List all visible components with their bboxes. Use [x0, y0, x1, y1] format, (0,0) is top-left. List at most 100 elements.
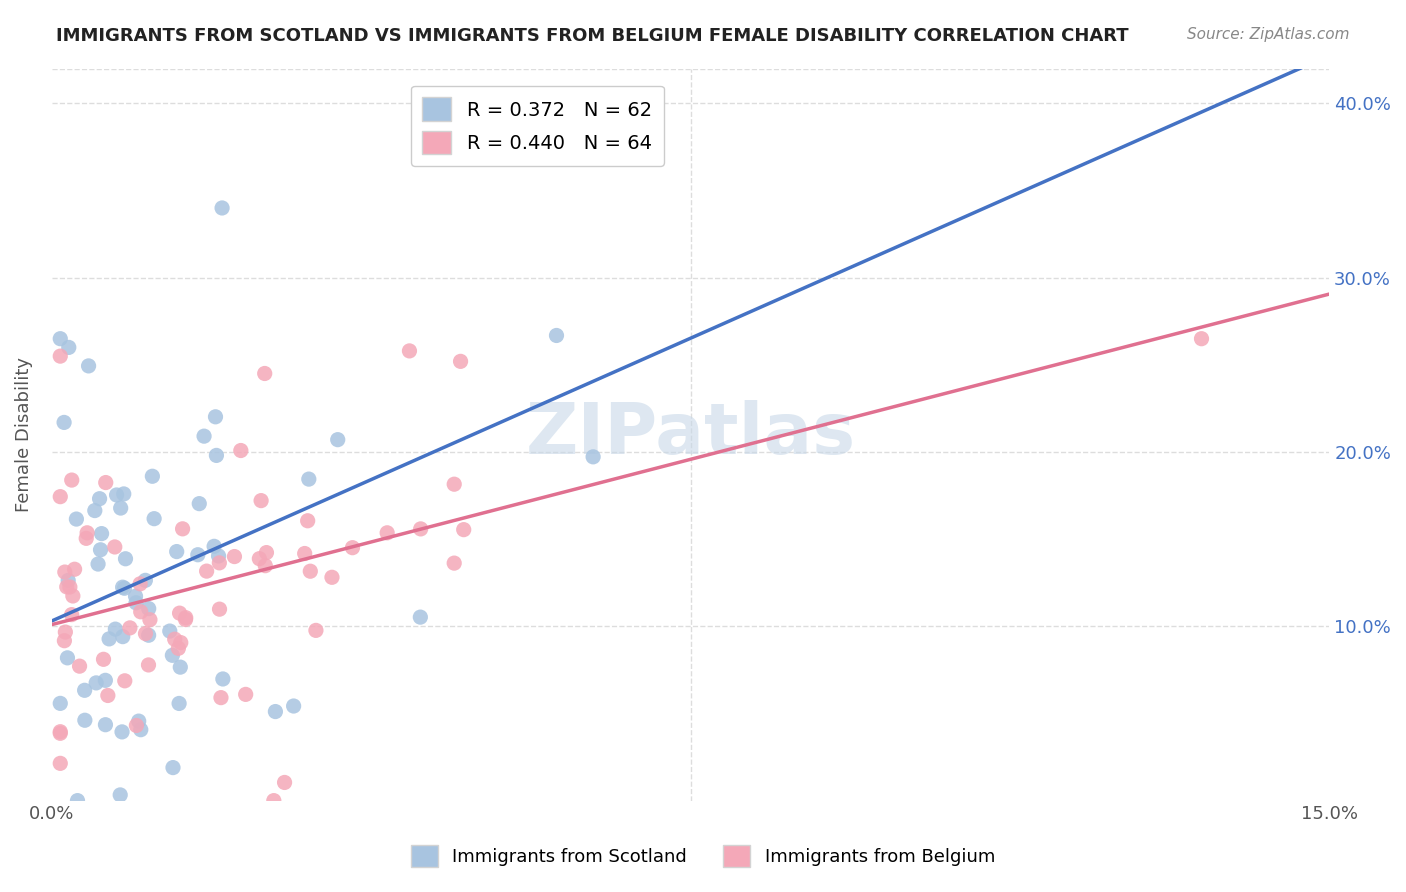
Immigrants from Belgium	[138, 657, 160, 672]
Immigrants from Belgium	[53, 565, 76, 579]
Immigrants from Scotland	[89, 491, 111, 506]
Immigrants from Scotland	[141, 469, 163, 483]
Immigrants from Belgium	[114, 673, 136, 688]
Immigrants from Belgium	[224, 549, 246, 564]
Immigrants from Scotland	[90, 526, 112, 541]
Immigrants from Scotland	[205, 449, 228, 463]
Immigrants from Belgium	[118, 621, 141, 635]
Immigrants from Scotland	[187, 548, 209, 562]
Immigrants from Belgium	[208, 556, 231, 570]
Immigrants from Scotland	[94, 673, 117, 688]
Immigrants from Scotland	[143, 511, 166, 525]
Immigrants from Scotland	[298, 472, 321, 486]
Immigrants from Belgium	[49, 724, 72, 739]
Legend: Immigrants from Scotland, Immigrants from Belgium: Immigrants from Scotland, Immigrants fro…	[404, 838, 1002, 874]
Immigrants from Belgium	[163, 632, 186, 647]
Immigrants from Belgium	[1191, 332, 1213, 346]
Immigrants from Belgium	[94, 475, 117, 490]
Immigrants from Belgium	[253, 367, 276, 381]
Immigrants from Belgium	[75, 532, 97, 546]
Immigrants from Belgium	[53, 633, 76, 648]
Immigrants from Scotland	[112, 487, 135, 501]
Immigrants from Scotland	[595, 131, 617, 145]
Immigrants from Belgium	[453, 523, 475, 537]
Immigrants from Scotland	[56, 650, 79, 665]
Immigrants from Belgium	[273, 775, 295, 789]
Immigrants from Scotland	[66, 794, 89, 808]
Immigrants from Scotland	[326, 433, 349, 447]
Immigrants from Scotland	[138, 628, 160, 642]
Text: ZIPatlas: ZIPatlas	[526, 401, 856, 469]
Immigrants from Belgium	[294, 547, 316, 561]
Immigrants from Belgium	[235, 687, 257, 701]
Immigrants from Belgium	[209, 690, 232, 705]
Immigrants from Scotland	[87, 557, 110, 571]
Immigrants from Scotland	[84, 676, 107, 690]
Immigrants from Scotland	[114, 551, 136, 566]
Immigrants from Scotland	[188, 497, 211, 511]
Immigrants from Belgium	[129, 576, 152, 591]
Immigrants from Scotland	[409, 610, 432, 624]
Immigrants from Scotland	[138, 601, 160, 615]
Immigrants from Belgium	[254, 558, 277, 573]
Immigrants from Belgium	[139, 613, 162, 627]
Immigrants from Belgium	[76, 525, 98, 540]
Immigrants from Scotland	[264, 705, 287, 719]
Immigrants from Belgium	[443, 556, 465, 570]
Immigrants from Belgium	[169, 606, 191, 620]
Immigrants from Belgium	[129, 605, 152, 619]
Immigrants from Scotland	[546, 328, 568, 343]
Immigrants from Belgium	[299, 564, 322, 578]
Immigrants from Scotland	[94, 717, 117, 731]
Immigrants from Belgium	[174, 613, 197, 627]
Immigrants from Belgium	[170, 635, 193, 649]
Immigrants from Belgium	[62, 589, 84, 603]
Immigrants from Belgium	[398, 343, 420, 358]
Immigrants from Belgium	[247, 551, 270, 566]
Immigrants from Scotland	[134, 574, 156, 588]
Immigrants from Scotland	[111, 724, 134, 739]
Immigrants from Scotland	[124, 589, 146, 603]
Immigrants from Scotland	[73, 713, 96, 727]
Immigrants from Scotland	[56, 574, 79, 588]
Immigrants from Scotland	[128, 714, 150, 728]
Immigrants from Belgium	[297, 514, 319, 528]
Immigrants from Scotland	[58, 340, 80, 354]
Immigrants from Scotland	[169, 660, 191, 674]
Immigrants from Scotland	[202, 539, 225, 553]
Immigrants from Belgium	[63, 562, 86, 576]
Immigrants from Belgium	[263, 794, 285, 808]
Legend: R = 0.372   N = 62, R = 0.440   N = 64: R = 0.372 N = 62, R = 0.440 N = 64	[411, 86, 664, 166]
Immigrants from Scotland	[193, 429, 215, 443]
Immigrants from Scotland	[582, 450, 605, 464]
Immigrants from Scotland	[49, 332, 72, 346]
Immigrants from Belgium	[321, 570, 343, 584]
Immigrants from Scotland	[159, 624, 181, 638]
Immigrants from Scotland	[49, 697, 72, 711]
Immigrants from Belgium	[93, 652, 115, 666]
Immigrants from Belgium	[69, 659, 91, 673]
Immigrants from Belgium	[125, 718, 148, 732]
Y-axis label: Female Disability: Female Disability	[15, 357, 32, 512]
Immigrants from Scotland	[105, 488, 128, 502]
Immigrants from Scotland	[211, 201, 233, 215]
Immigrants from Scotland	[83, 503, 105, 517]
Immigrants from Belgium	[60, 607, 83, 622]
Immigrants from Scotland	[108, 788, 131, 802]
Text: Source: ZipAtlas.com: Source: ZipAtlas.com	[1187, 27, 1350, 42]
Immigrants from Scotland	[207, 549, 229, 563]
Immigrants from Belgium	[104, 540, 127, 554]
Immigrants from Scotland	[167, 697, 190, 711]
Immigrants from Scotland	[65, 512, 87, 526]
Immigrants from Belgium	[195, 564, 218, 578]
Immigrants from Belgium	[49, 756, 72, 771]
Immigrants from Scotland	[166, 544, 188, 558]
Immigrants from Belgium	[167, 641, 190, 656]
Immigrants from Belgium	[60, 473, 83, 487]
Immigrants from Belgium	[256, 545, 278, 559]
Text: IMMIGRANTS FROM SCOTLAND VS IMMIGRANTS FROM BELGIUM FEMALE DISABILITY CORRELATIO: IMMIGRANTS FROM SCOTLAND VS IMMIGRANTS F…	[56, 27, 1129, 45]
Immigrants from Scotland	[89, 542, 111, 557]
Immigrants from Scotland	[98, 632, 121, 646]
Immigrants from Scotland	[110, 501, 132, 516]
Immigrants from Scotland	[204, 409, 226, 424]
